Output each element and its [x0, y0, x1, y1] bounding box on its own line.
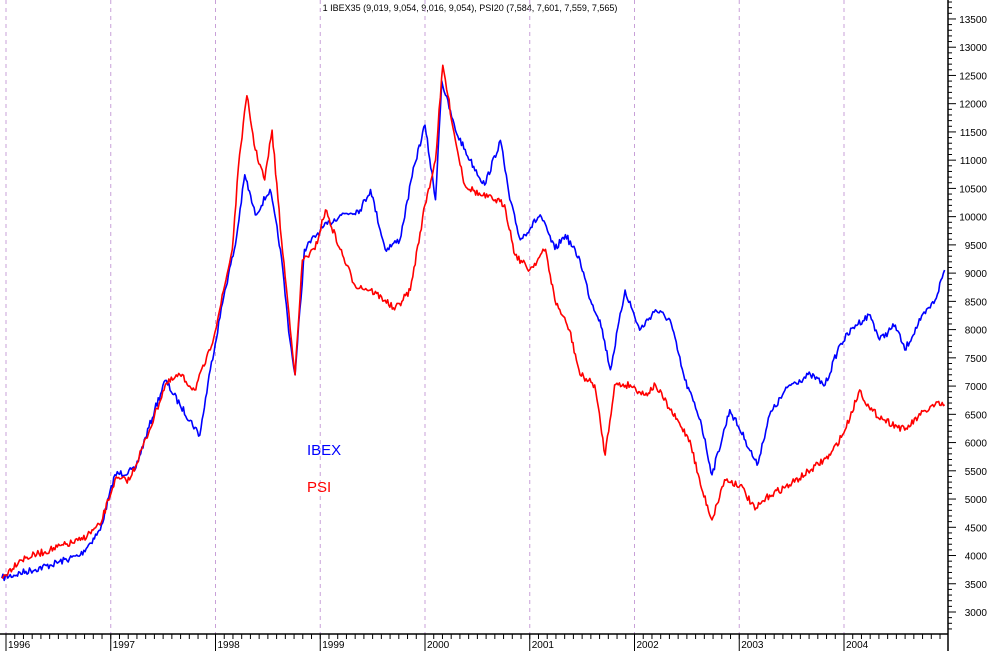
y-tick-label: 8000 [965, 326, 988, 337]
series-lines [1, 64, 946, 582]
legend-psi: PSI [307, 479, 331, 496]
y-tick-label: 9000 [965, 269, 988, 280]
y-tick-label: 8500 [965, 297, 988, 308]
y-tick-label: 7500 [965, 354, 988, 365]
y-tick-label: 12000 [959, 100, 987, 111]
x-tick-label: 2003 [741, 640, 764, 651]
year-gridlines [5, 0, 845, 634]
y-tick-label: 7000 [965, 382, 988, 393]
y-tick-label: 3500 [965, 580, 988, 591]
x-tick-label: 1996 [8, 640, 31, 651]
x-tick-label: 1997 [113, 640, 136, 651]
series-line-ibex [1, 80, 946, 582]
y-tick-label: 11000 [960, 156, 988, 167]
y-tick-label: 5500 [965, 467, 988, 478]
y-tick-label: 6000 [965, 439, 988, 450]
chart-title: 1 IBEX35 (9,019, 9,054, 9,016, 9,054), P… [323, 3, 618, 13]
y-tick-label: 4000 [965, 552, 988, 563]
y-tick-label: 10000 [959, 213, 987, 224]
y-tick-label: 13500 [959, 15, 987, 26]
series-line-psi [1, 64, 946, 579]
y-tick-label: 9500 [965, 241, 988, 252]
x-tick-label: 2000 [427, 640, 450, 651]
y-tick-label: 4500 [965, 523, 988, 534]
x-tick-label: 1998 [218, 640, 241, 651]
y-tick-label: 6500 [965, 410, 988, 421]
legend-ibex: IBEX [307, 442, 341, 459]
x-tick-label: 2002 [637, 640, 660, 651]
y-tick-label: 5000 [965, 495, 988, 506]
y-tick-label: 10500 [959, 184, 987, 195]
y-tick-label: 13000 [959, 43, 987, 54]
x-tick-label: 2004 [846, 640, 869, 651]
y-tick-label: 11500 [960, 128, 988, 139]
y-tick-label: 12500 [959, 71, 987, 82]
x-tick-label: 2001 [532, 640, 555, 651]
x-tick-label: 1999 [322, 640, 345, 651]
y-tick-label: 3000 [965, 608, 988, 619]
